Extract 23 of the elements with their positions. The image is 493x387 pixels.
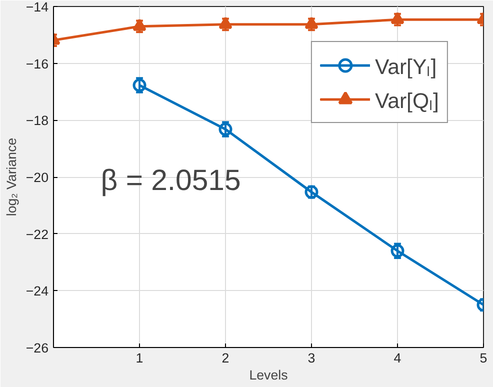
point xyxy=(132,78,146,92)
y-tick-label: −22 xyxy=(26,226,48,242)
x-tick-label: 5 xyxy=(480,350,488,366)
annotation: β = 2.0515 xyxy=(100,164,241,197)
y-tick-label: −26 xyxy=(26,340,48,356)
legend-label: Var[Qₗ] xyxy=(374,88,439,114)
y-tick-label: −14 xyxy=(26,0,50,14)
legend-label: Var[Yₗ] xyxy=(374,54,437,80)
point xyxy=(218,16,232,29)
x-tick-label: 4 xyxy=(394,350,402,366)
point xyxy=(304,16,318,29)
x-tick-label: 2 xyxy=(222,350,230,366)
y-tick-label: −18 xyxy=(26,113,48,128)
y-tick-label: −20 xyxy=(26,170,48,185)
point xyxy=(218,122,232,136)
y-axis-title: log₂ Variance xyxy=(4,138,19,216)
point xyxy=(304,185,318,199)
x-tick-label: 1 xyxy=(136,350,144,366)
point xyxy=(132,18,146,31)
x-axis-title: Levels xyxy=(249,368,288,382)
y-tick-label: −16 xyxy=(26,56,48,72)
x-tick-label: 3 xyxy=(308,350,316,366)
y-tick-label: −24 xyxy=(26,284,50,299)
